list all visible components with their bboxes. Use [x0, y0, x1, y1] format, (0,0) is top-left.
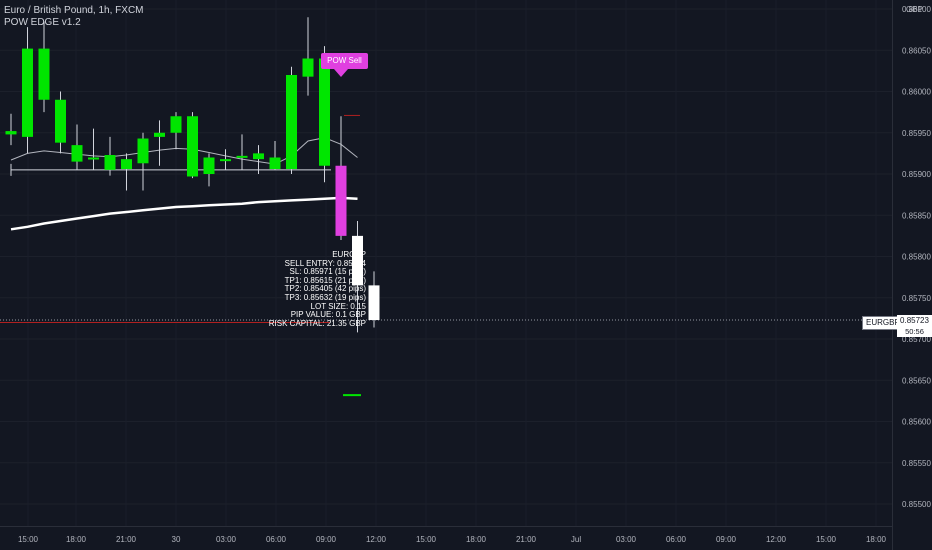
- candle-body: [88, 157, 99, 160]
- candle-body: [368, 285, 380, 321]
- price-tick-label: 0.86000: [902, 88, 931, 97]
- indicator-name[interactable]: POW EDGE v1.2: [4, 17, 81, 28]
- price-tick-label: 0.85900: [902, 170, 931, 179]
- candle-body: [319, 58, 330, 166]
- candle-body: [170, 116, 182, 133]
- candle-body: [236, 155, 248, 158]
- time-tick-label: 15:00: [416, 535, 437, 544]
- sell-signal-arrow-icon: [334, 69, 348, 77]
- price-tick-label: 0.85650: [902, 376, 931, 385]
- chart-grid: [0, 0, 892, 526]
- trade-info-tp3: TP3: 0.85632 (19 pips): [284, 292, 366, 302]
- time-axis[interactable]: 15:00 18:00 21:00 30 03:00 06:00 09:00 12:00 15:…: [18, 535, 887, 544]
- candle-body: [187, 116, 198, 177]
- trade-info-tp2: TP2: 0.85405 (42 pips): [284, 284, 366, 294]
- trade-info-pip-value: PIP VALUE: 0.1 GBP: [290, 310, 366, 320]
- candle-body: [38, 48, 50, 100]
- candle-body: [203, 157, 215, 174]
- candle-body: [121, 159, 132, 170]
- trade-info-lot-size: LOT SIZE: 0.15: [310, 301, 366, 311]
- trade-info-panel: EURGBP SELL ENTRY: 0.85824 SL: 0.85971 (…: [210, 250, 367, 328]
- time-tick-label: Jul: [571, 535, 581, 544]
- time-tick-label: 15:00: [18, 535, 39, 544]
- price-tick-label: 0.85750: [902, 294, 931, 303]
- candle-body: [5, 131, 17, 135]
- candle-body: [220, 159, 231, 162]
- candle-body: [302, 58, 314, 77]
- candle-body: [286, 75, 297, 170]
- price-tick-label: 0.85500: [902, 500, 931, 509]
- time-tick-label: 30: [172, 535, 181, 544]
- price-tick-label: 0.86100: [902, 5, 931, 14]
- time-tick-label: 21:00: [116, 535, 137, 544]
- time-tick-label: 03:00: [616, 535, 637, 544]
- candle-body: [352, 235, 363, 286]
- price-tick-label: 0.85600: [902, 418, 931, 427]
- short-moving-average: [10, 137, 358, 165]
- price-axis[interactable]: 0.86100 0.86050 0.86000 0.85950 0.85900 0.858…: [902, 5, 931, 509]
- symbol-price-tag: EURGBP: [862, 316, 904, 330]
- time-tick-label: 12:00: [766, 535, 787, 544]
- price-tick-label: 0.86050: [902, 46, 931, 55]
- candle-body: [154, 132, 165, 137]
- trade-levels: [0, 114, 892, 397]
- axis-currency-label: GBP: [906, 5, 923, 14]
- trade-info-tp1: TP1: 0.85615 (21 pips): [284, 275, 366, 285]
- bar-countdown-tag: 50:56: [897, 327, 932, 337]
- price-tick-label: 0.85950: [902, 129, 931, 138]
- trade-info-symbol: EURGBP: [332, 250, 366, 259]
- time-tick-label: 18:00: [66, 535, 87, 544]
- candle-body: [22, 48, 33, 137]
- candles: [5, 17, 380, 333]
- price-tick-label: 0.85800: [902, 253, 931, 262]
- time-tick-label: 09:00: [716, 535, 737, 544]
- pow-sell-signal-label: POW Sell: [321, 53, 368, 69]
- price-tick-label: 0.85850: [902, 211, 931, 220]
- candle-body: [269, 157, 281, 170]
- price-tick-label: 0.85550: [902, 459, 931, 468]
- candle-body: [55, 99, 66, 143]
- moving-averages: [10, 137, 358, 231]
- long-moving-average: [10, 196, 358, 231]
- time-tick-label: 12:00: [366, 535, 387, 544]
- time-tick-label: 06:00: [266, 535, 287, 544]
- trade-info-entry: SELL ENTRY: 0.85824: [284, 258, 366, 268]
- price-tick-label: 0.85700: [902, 335, 931, 344]
- candle-body: [253, 153, 264, 160]
- time-tick-label: 15:00: [816, 535, 837, 544]
- candle-body: [137, 138, 149, 164]
- time-tick-label: 18:00: [466, 535, 487, 544]
- time-tick-label: 06:00: [666, 535, 687, 544]
- candle-body: [335, 165, 347, 236]
- time-tick-label: 21:00: [516, 535, 537, 544]
- time-tick-label: 18:00: [866, 535, 887, 544]
- candle-body: [71, 145, 83, 162]
- chart-title[interactable]: Euro / British Pound, 1h, FXCM: [4, 5, 144, 16]
- trade-info-sl: SL: 0.85971 (15 pips): [289, 267, 367, 277]
- time-tick-label: 03:00: [216, 535, 237, 544]
- last-price-tag: 0.85723: [897, 315, 932, 327]
- candle-body: [104, 155, 116, 170]
- trade-info-risk-capital: RISK CAPITAL: 21.35 GBP: [268, 318, 366, 328]
- time-tick-label: 09:00: [316, 535, 337, 544]
